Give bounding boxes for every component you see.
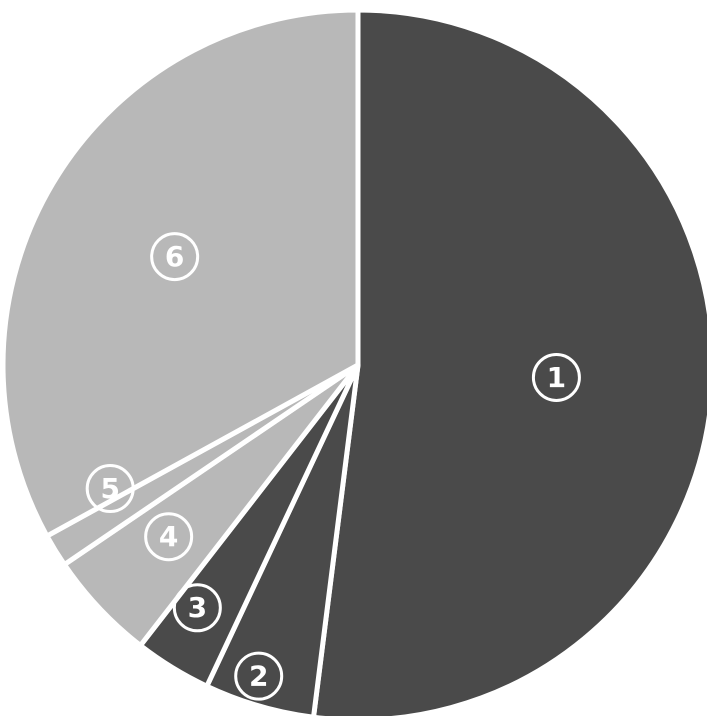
slice-label-ring bbox=[150, 232, 200, 282]
slice-label-ring bbox=[172, 583, 222, 633]
slice-label-ring bbox=[85, 464, 135, 514]
slice-label-text: 1 bbox=[547, 361, 566, 394]
slice-label-ring bbox=[531, 352, 581, 402]
pie-slice-1 bbox=[311, 7, 707, 716]
slice-label-text: 6 bbox=[165, 240, 184, 273]
slice-label-badge-5: 5 bbox=[85, 464, 135, 514]
slice-label-text: 5 bbox=[100, 472, 119, 505]
slice-label-badge-2: 2 bbox=[234, 651, 284, 701]
pie-slices bbox=[0, 7, 707, 716]
pie-slice-labels: 1 2 3 4 5 6 bbox=[85, 232, 581, 701]
slice-label-text: 4 bbox=[159, 520, 178, 553]
slice-label-badge-4: 4 bbox=[144, 512, 194, 562]
slice-label-ring bbox=[234, 651, 284, 701]
slice-label-badge-1: 1 bbox=[531, 352, 581, 402]
pie-slice-6 bbox=[0, 7, 361, 539]
slice-label-ring bbox=[144, 512, 194, 562]
slice-label-badge-6: 6 bbox=[150, 232, 200, 282]
slice-label-badge-3: 3 bbox=[172, 583, 222, 633]
slice-label-text: 2 bbox=[249, 660, 268, 693]
slice-label-text: 3 bbox=[188, 591, 207, 624]
